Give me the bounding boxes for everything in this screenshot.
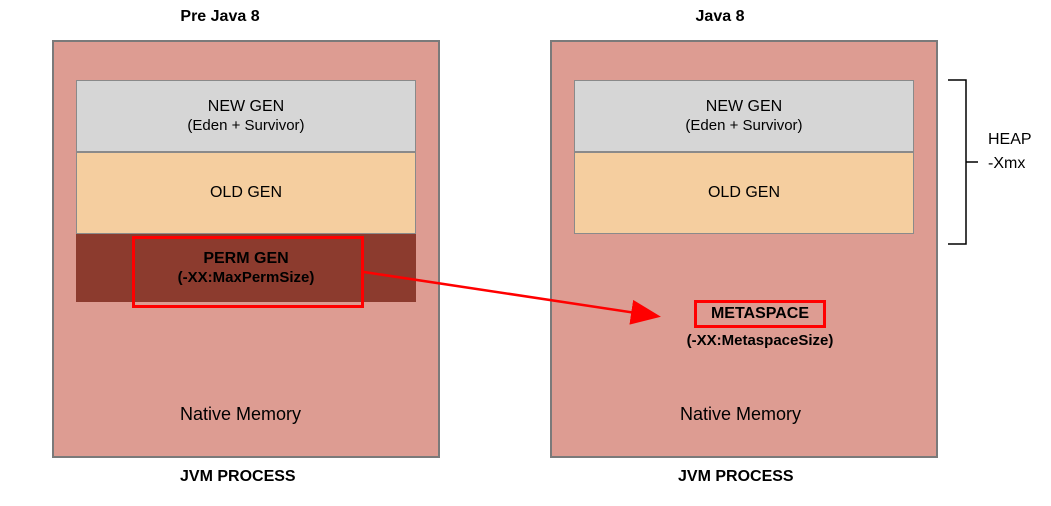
permgen-highlight <box>132 236 364 308</box>
heap-label-line1: HEAP <box>988 128 1032 152</box>
oldgen-right: OLD GEN <box>574 152 914 234</box>
metaspace-sub: (-XX:MetaspaceSize) <box>660 332 860 349</box>
metaspace-title: METASPACE <box>694 300 826 328</box>
native-memory-right: Native Memory <box>680 404 801 425</box>
newgen-right: NEW GEN (Eden + Survivor) <box>574 80 914 152</box>
oldgen-left-line1: OLD GEN <box>210 183 282 203</box>
newgen-left: NEW GEN (Eden + Survivor) <box>76 80 416 152</box>
metaspace: METASPACE (-XX:MetaspaceSize) <box>660 300 860 349</box>
native-memory-left: Native Memory <box>180 404 301 425</box>
title-left: Pre Java 8 <box>160 8 280 26</box>
newgen-right-line2: (Eden + Survivor) <box>685 117 802 136</box>
newgen-right-line1: NEW GEN <box>706 97 782 117</box>
newgen-left-line2: (Eden + Survivor) <box>187 117 304 136</box>
newgen-left-line1: NEW GEN <box>208 97 284 117</box>
heap-label: HEAP -Xmx <box>988 128 1032 176</box>
heap-bracket <box>948 78 980 246</box>
oldgen-left: OLD GEN <box>76 152 416 234</box>
jvm-process-right: JVM PROCESS <box>678 468 794 486</box>
title-right: Java 8 <box>680 8 760 26</box>
oldgen-right-line1: OLD GEN <box>708 183 780 203</box>
jvm-process-left: JVM PROCESS <box>180 468 296 486</box>
heap-label-line2: -Xmx <box>988 152 1032 176</box>
